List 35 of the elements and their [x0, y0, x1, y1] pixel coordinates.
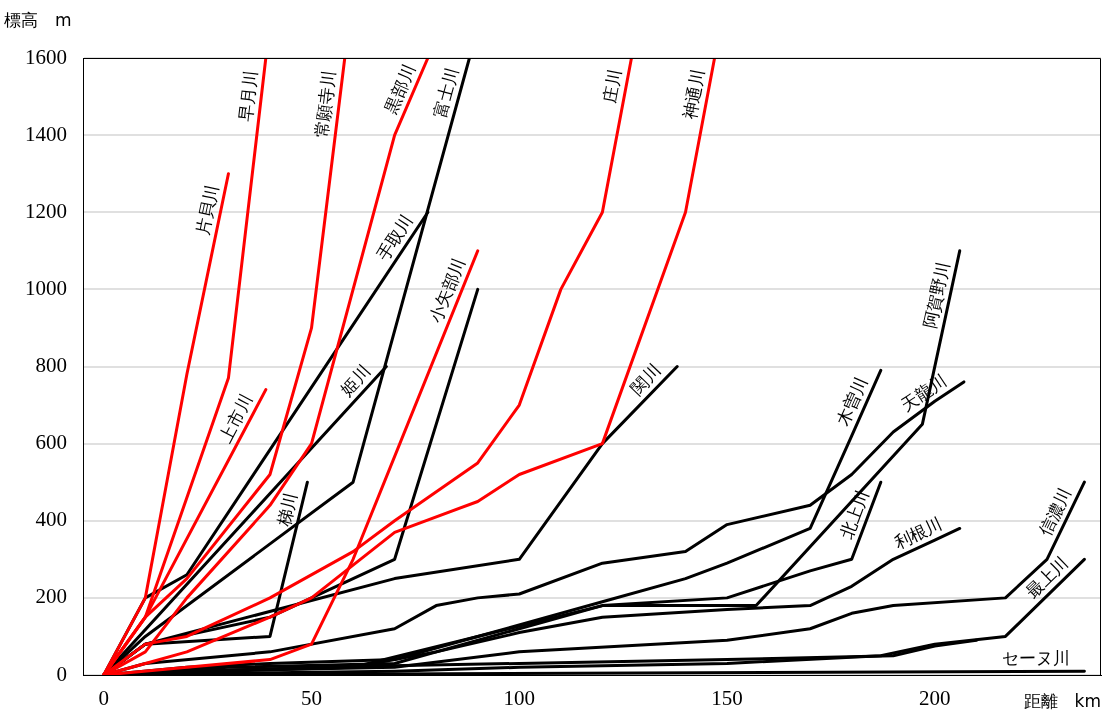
y-tick-label: 0 [56, 661, 67, 686]
x-tick-label: 50 [301, 686, 323, 711]
text: 富士川 [429, 65, 463, 120]
x-tick-label: 150 [711, 686, 743, 711]
text: 最上川 [1021, 552, 1072, 603]
x-axis-title: 距離 km [1023, 691, 1101, 712]
text: 早月川 [234, 69, 261, 123]
text: 姫川 [336, 360, 375, 400]
text: 木曽川 [832, 373, 872, 429]
y-tick-label: 800 [35, 353, 67, 378]
text: 上市川 [214, 390, 257, 446]
y-tick-label: 1600 [25, 44, 67, 69]
y-tick-label: 200 [35, 584, 67, 609]
x-tick-label: 200 [919, 686, 951, 711]
text: 阿賀野川 [919, 259, 954, 331]
text: 常願寺川 [311, 69, 340, 139]
text: 庄川 [599, 67, 626, 105]
text: 梯川 [272, 490, 301, 529]
text: 黒部川 [380, 61, 420, 117]
text: 関川 [626, 360, 665, 399]
x-tick-label: 100 [503, 686, 536, 711]
text: 小矢部川 [425, 254, 470, 326]
x-tick-label: 0 [98, 686, 110, 711]
text: 利根川 [890, 512, 946, 553]
text: 信濃川 [1034, 484, 1076, 540]
y-tick-label: 1200 [25, 198, 67, 223]
y-axis-title: 標高 m [4, 10, 72, 31]
series-label: セーヌ川 [1002, 647, 1071, 668]
y-tick-label: 1400 [25, 121, 67, 146]
y-tick-label: 1000 [25, 275, 67, 300]
text: 手取川 [372, 210, 418, 265]
text: 神通川 [679, 67, 709, 122]
text: 片貝川 [192, 182, 223, 237]
y-tick-label: 600 [35, 430, 67, 455]
y-tick-label: 400 [35, 507, 67, 532]
